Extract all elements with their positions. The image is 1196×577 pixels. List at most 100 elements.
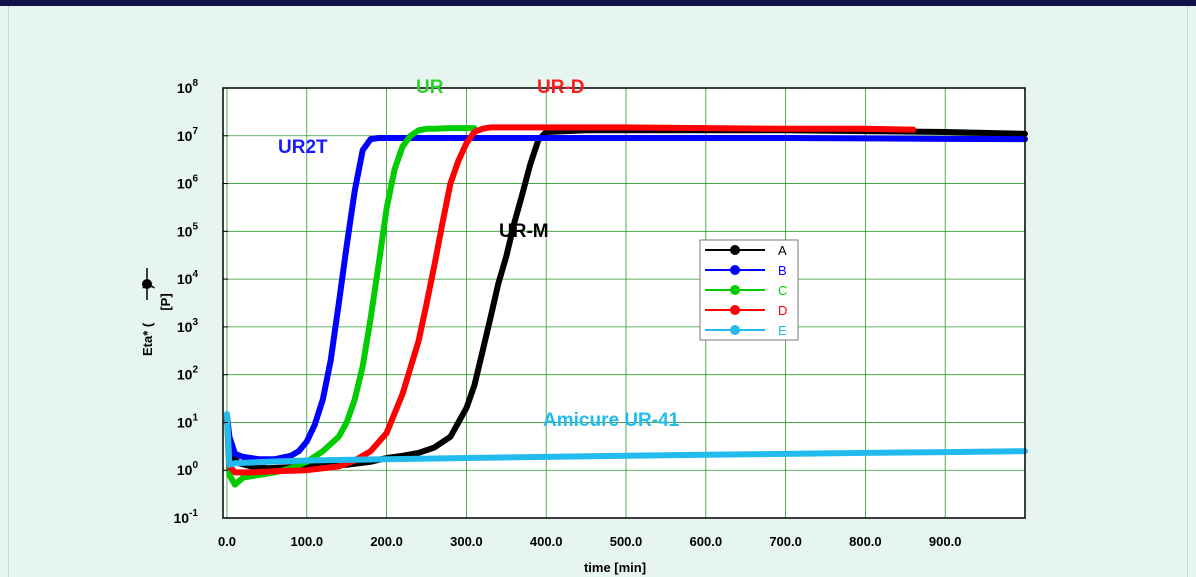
- data-point-D: [272, 468, 278, 474]
- data-point-C: [424, 126, 429, 132]
- data-point-E: [304, 458, 310, 463]
- y-tick-label: 100: [177, 460, 199, 478]
- data-point-E: [224, 411, 230, 417]
- data-point-B: [320, 397, 326, 403]
- y-tick-label: 103: [177, 317, 199, 335]
- y-tick-label: 108: [177, 78, 199, 96]
- data-point-C: [463, 125, 469, 131]
- y-axis-label-line1: Eta* (: [140, 322, 155, 356]
- data-point-A: [942, 129, 948, 135]
- data-point-B: [703, 135, 709, 141]
- series-line-E: [224, 411, 1028, 468]
- data-point-C: [392, 166, 398, 172]
- data-point-E: [226, 462, 232, 468]
- data-point-D: [543, 124, 549, 130]
- legend-label-C: C: [778, 283, 787, 298]
- chart-frame: [8, 6, 1188, 577]
- legend-label-E: E: [778, 323, 787, 338]
- annotations: UR2T UR UR-D UR-M Amicure UR-41: [278, 77, 680, 431]
- y-tick-label: 104: [177, 269, 199, 287]
- data-point-B: [344, 243, 350, 249]
- data-point-D: [416, 338, 421, 344]
- plot-area: [223, 88, 1025, 518]
- data-point-D: [336, 463, 342, 469]
- data-point-C: [432, 126, 437, 132]
- x-axis-label: time [min]: [584, 560, 646, 575]
- legend-label-B: B: [778, 263, 787, 278]
- data-point-A: [519, 191, 525, 197]
- data-point-B: [543, 135, 549, 141]
- x-tick-label: 600.0: [690, 534, 723, 549]
- data-point-E: [783, 451, 789, 457]
- data-point-A: [432, 444, 437, 450]
- y-tick-label: 102: [177, 365, 199, 383]
- data-point-E: [862, 450, 868, 456]
- data-point-B: [783, 135, 789, 141]
- data-point-B: [304, 439, 310, 444]
- data-point-C: [320, 448, 326, 454]
- y-axis-legend-marker: [142, 279, 152, 289]
- data-point-D: [503, 124, 509, 130]
- annotation-label: UR: [416, 77, 444, 98]
- x-tick-label: 700.0: [769, 534, 802, 549]
- data-point-B: [368, 136, 374, 142]
- data-point-D: [232, 469, 238, 475]
- data-point-C: [344, 419, 350, 425]
- data-point-A: [495, 281, 501, 287]
- x-tick-label: 100.0: [291, 534, 324, 549]
- data-point-D: [703, 125, 709, 131]
- y-tick-labels: 10-1 100 101 102 103 104 105 106 107 108: [174, 78, 228, 526]
- data-point-D: [248, 469, 254, 475]
- data-point-D: [783, 126, 789, 132]
- data-point-C: [376, 262, 382, 268]
- data-point-D: [862, 126, 868, 132]
- annotation-label: Amicure UR-41: [543, 410, 680, 431]
- data-point-B: [336, 301, 342, 307]
- top-border-bar: [0, 0, 1196, 6]
- data-point-D: [479, 126, 485, 132]
- data-point-B: [352, 188, 358, 194]
- x-tick-labels: 0.0 100.0 200.0 300.0 400.0 500.0 600.0 700.0 80…: [218, 534, 962, 549]
- annotation-label: UR-M: [499, 221, 549, 242]
- data-point-D: [447, 181, 453, 187]
- data-point-C: [384, 206, 390, 211]
- data-point-C: [240, 475, 246, 481]
- data-point-D: [368, 448, 374, 454]
- x-tick-label: 500.0: [610, 534, 643, 549]
- legend-marker-D: [730, 305, 740, 315]
- data-point-D: [455, 158, 461, 164]
- x-tick-label: 800.0: [849, 534, 882, 549]
- data-point-B: [862, 135, 868, 141]
- data-point-D: [487, 124, 493, 130]
- data-point-E: [232, 460, 238, 466]
- data-point-B: [328, 357, 334, 363]
- data-point-C: [447, 125, 453, 131]
- legend-marker-E: [730, 325, 740, 335]
- x-tick-label: 0.0: [218, 534, 236, 549]
- data-point-B: [312, 422, 318, 428]
- data-point-B: [232, 451, 238, 457]
- data-point-C: [416, 127, 421, 133]
- data-point-B: [240, 454, 246, 460]
- y-tick-label: 105: [177, 221, 199, 239]
- data-point-A: [503, 253, 509, 259]
- y-axis-unit: [P]: [158, 293, 173, 310]
- y-tick-label: 107: [177, 126, 199, 144]
- data-point-B: [942, 136, 948, 142]
- plot-border: [222, 87, 1026, 519]
- data-point-C: [360, 363, 366, 369]
- data-point-C: [336, 434, 342, 440]
- x-tick-label: 200.0: [370, 534, 403, 549]
- data-point-D: [495, 124, 501, 130]
- data-point-D: [440, 220, 445, 226]
- data-point-D: [623, 124, 629, 130]
- y-tick-label: 10-1: [174, 508, 199, 526]
- data-point-D: [424, 301, 429, 307]
- data-point-D: [471, 129, 477, 135]
- data-point-E: [543, 454, 549, 460]
- annotation-label: UR2T: [278, 137, 328, 158]
- data-point-A: [447, 434, 453, 440]
- data-point-E: [703, 452, 709, 458]
- data-point-D: [384, 430, 390, 436]
